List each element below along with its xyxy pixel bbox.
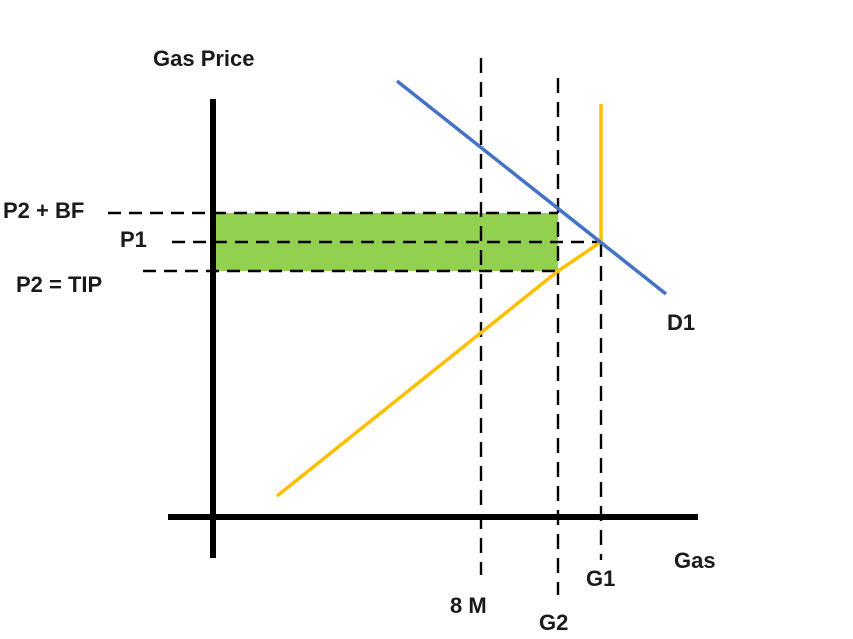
g2-label: G2 xyxy=(539,610,568,635)
x-axis-label: Gas xyxy=(674,548,716,573)
p1-label: P1 xyxy=(120,227,147,252)
demand-label: D1 xyxy=(667,310,695,335)
demand-curve xyxy=(395,79,668,296)
supply-curve xyxy=(275,104,603,498)
g1-label: G1 xyxy=(586,566,615,591)
p2-plus-bf-label: P2 + BF xyxy=(3,198,84,223)
y-axis-label: Gas Price xyxy=(153,46,255,71)
eight-m-label: 8 M xyxy=(450,593,487,618)
p2-tip-label: P2 = TIP xyxy=(16,272,102,297)
